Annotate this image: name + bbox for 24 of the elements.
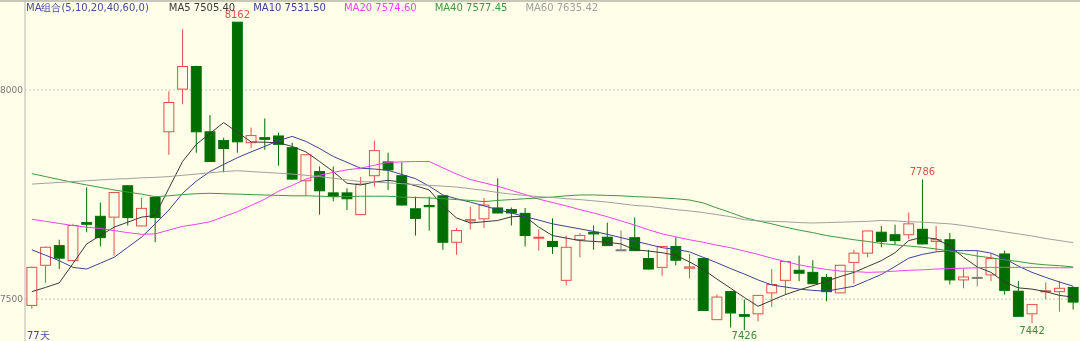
annotation: 7786 [909,166,936,178]
text: MA40 7577.45 [434,2,508,13]
annotation: 77天 [27,330,50,341]
candlestick [848,249,860,285]
candlestick [574,232,586,258]
candlestick [478,197,490,229]
candlestick [177,28,188,105]
candlestick [519,207,531,247]
annotation: 8162 [224,9,251,21]
annotation: 7426 [731,330,758,341]
candlestick [889,224,901,246]
candlestick [67,223,79,262]
candlestick [738,299,750,331]
y-tick-label: 8000 [0,84,24,95]
candlestick [163,90,175,156]
legend-title: MA组合(5,10,20,40,60,0) [26,2,149,13]
text: MA60 7635.42 [525,2,599,13]
annotation: 7442 [1019,325,1045,337]
candlestick [793,255,805,282]
candlestick [40,246,51,284]
candlestick [533,228,545,252]
text: MA20 7574.60 [343,2,417,13]
text: MA10 7531.50 [253,2,326,13]
y-tick-label: 7500 [0,294,24,305]
